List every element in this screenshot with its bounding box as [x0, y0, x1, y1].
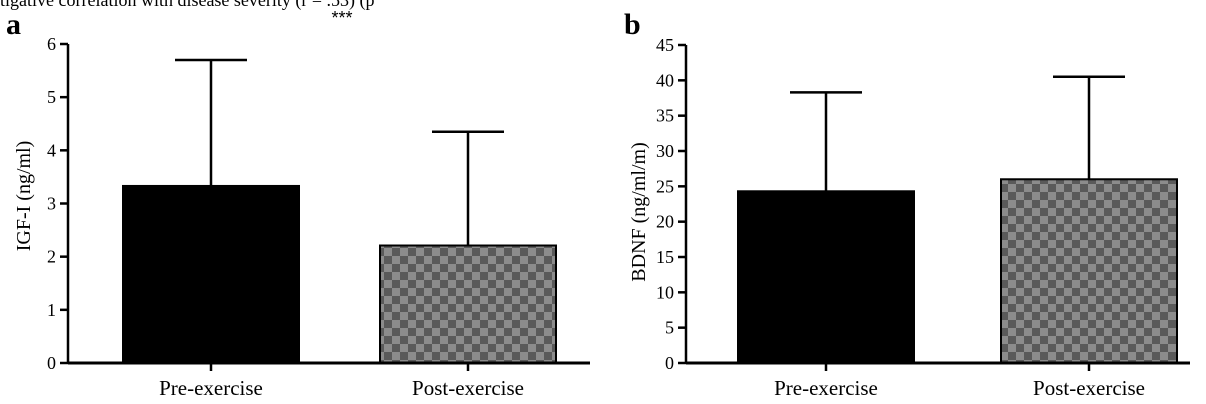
panel-b-y-tick-label-4: 20: [656, 212, 674, 232]
panel-b-y-tick-label-3: 15: [656, 247, 674, 267]
panel-b-bar-1: [1000, 178, 1178, 364]
panel-a-plot: Pre-exercise Post-exercise 0 1 2 3 4 5 6: [47, 34, 590, 400]
panel-a-y-axis-title: IGF-I (ng/ml): [13, 141, 35, 252]
panel-a-letter: a: [6, 8, 21, 41]
panel-b-category-label-1: Post-exercise: [1033, 376, 1145, 400]
panel-a-bar-0: [122, 184, 300, 364]
panel-b-y-tick-label-1: 5: [665, 318, 674, 338]
panel-a-y-tick-label-1: 1: [47, 300, 56, 320]
panel-a-category-label-0: Pre-exercise: [159, 376, 263, 400]
panel-a-y-tick-label-2: 2: [47, 247, 56, 267]
panel-b-y-axis-title: BDNF (ng/ml/m): [628, 142, 650, 281]
panel-a-significance: ***: [331, 8, 352, 28]
panel-b-y-tick-label-8: 40: [656, 70, 674, 90]
panel-b-y-tick-label-0: 0: [665, 353, 674, 373]
panel-b-plot: Pre-exercise Post-exercise 0 5 10 15 20 25 30 35 4…: [656, 35, 1190, 400]
panel-b-y-tick-label-2: 10: [656, 282, 674, 302]
panel-a-bar-1: [379, 244, 557, 364]
panel-b-y-tick-label-5: 25: [656, 176, 674, 196]
panel-b-y-tick-label-7: 35: [656, 106, 674, 126]
panel-b: b BDNF (ng/ml/m) Pre-exercise Post-exerci…: [624, 8, 1190, 400]
panel-a-category-label-1: Post-exercise: [412, 376, 524, 400]
panel-a-y-tick-label-3: 3: [47, 194, 56, 214]
panel-a-y-tick-label-0: 0: [47, 353, 56, 373]
panel-a-y-tick-label-6: 6: [47, 34, 56, 54]
panel-b-letter: b: [624, 8, 641, 41]
panel-b-category-label-0: Pre-exercise: [774, 376, 878, 400]
panel-b-y-tick-label-9: 45: [656, 35, 674, 55]
panel-b-y-tick-label-6: 30: [656, 141, 674, 161]
panel-a: a IGF-I (ng/ml) *** Pre-exercise Post-exe…: [6, 8, 590, 400]
caption-fragment: tigative correlation with disease severi…: [0, 0, 375, 11]
panel-a-y-tick-label-5: 5: [47, 87, 56, 107]
panel-a-y-tick-label-4: 4: [47, 140, 56, 160]
panel-b-bar-0: [737, 190, 915, 364]
